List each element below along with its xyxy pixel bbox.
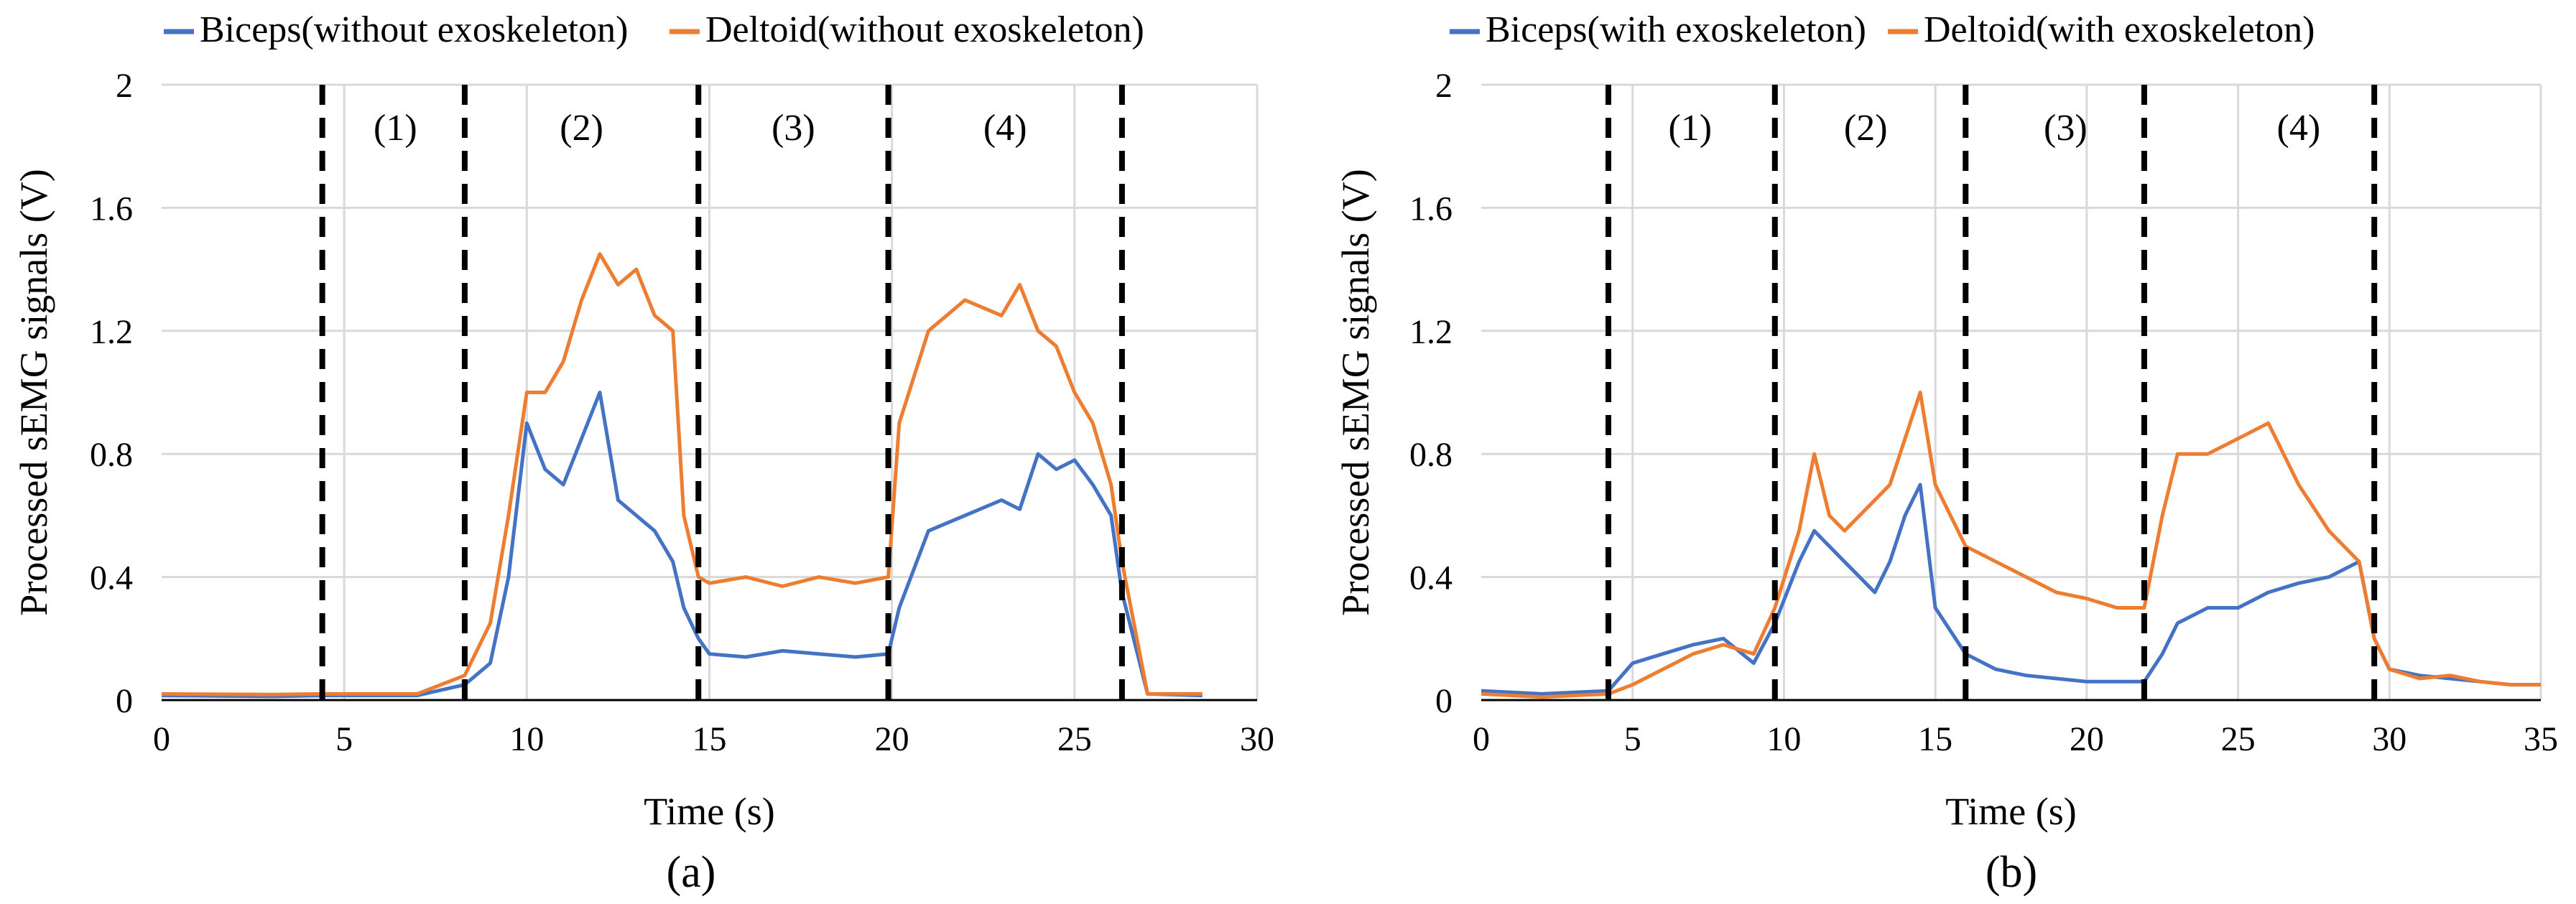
y-tick-label: 1.6 [90,190,133,228]
x-tick-label: 5 [335,720,353,758]
x-tick-label: 30 [1240,720,1274,758]
x-tick-label: 5 [1624,720,1641,758]
y-tick-label: 1.6 [1409,190,1453,228]
x-axis-title: Time (s) [644,790,775,833]
panel-label: (b) [1986,848,2037,897]
x-tick-label: 20 [2070,720,2104,758]
phase-label: (4) [2277,108,2321,149]
phase-label: (3) [772,108,815,149]
x-tick-label: 25 [1057,720,1092,758]
y-tick-label: 0.8 [90,436,133,474]
y-tick-label: 0.8 [1409,436,1453,474]
x-tick-label: 0 [153,720,170,758]
series-line-biceps [1481,483,2541,696]
y-tick-label: 1.2 [1409,313,1453,351]
y-tick-label: 0 [1435,682,1453,720]
x-tick-label: 35 [2524,720,2558,758]
y-tick-label: 2 [116,67,133,105]
x-axis-title: Time (s) [1945,790,2077,833]
y-tick-label: 0.4 [90,559,133,597]
phase-label: (4) [983,108,1027,149]
panel-label: (a) [667,848,716,897]
legend-label-biceps: Biceps(without exoskeleton) [200,9,628,50]
legend-label-deltoid: Deltoid(without exoskeleton) [705,9,1144,50]
y-tick-label: 0.4 [1409,559,1453,597]
series-line-biceps [161,391,1203,699]
x-tick-label: 10 [509,720,544,758]
phase-label: (2) [560,108,603,149]
y-tick-label: 0 [116,682,133,720]
legend-label-biceps: Biceps(with exoskeleton) [1486,9,1866,50]
chart-panel-b: (1) (2) (3) (4) 0 5 10 15 20 25 30 35 0 0.4 0.8 1.2 1.6 2… [1334,9,2558,897]
phase-label: (1) [1668,108,1712,149]
x-tick-label: 10 [1766,720,1801,758]
phase-label: (2) [1844,108,1888,149]
x-tick-label: 25 [2221,720,2256,758]
legend-label-deltoid: Deltoid(with exoskeleton) [1924,9,2315,50]
x-tick-label: 15 [692,720,727,758]
y-tick-label: 2 [1435,67,1453,105]
x-tick-label: 30 [2372,720,2406,758]
x-tick-label: 15 [1918,720,1952,758]
phase-label: (1) [374,108,417,149]
series-line-deltoid [1481,391,2541,699]
x-tick-label: 0 [1473,720,1490,758]
x-tick-label: 20 [875,720,909,758]
series-line-deltoid [161,252,1203,696]
chart-panel-a: (1) (2) (3) (4) 0 5 10 15 20 25 30 0 0.4 0.8 1.2 1.6 2 Ti… [12,9,1274,897]
y-tick-label: 1.2 [90,313,133,351]
y-axis-title: Processed sEMG signals (V) [12,169,55,615]
y-axis-title: Processed sEMG signals (V) [1334,169,1377,615]
phase-label: (3) [2044,108,2088,149]
